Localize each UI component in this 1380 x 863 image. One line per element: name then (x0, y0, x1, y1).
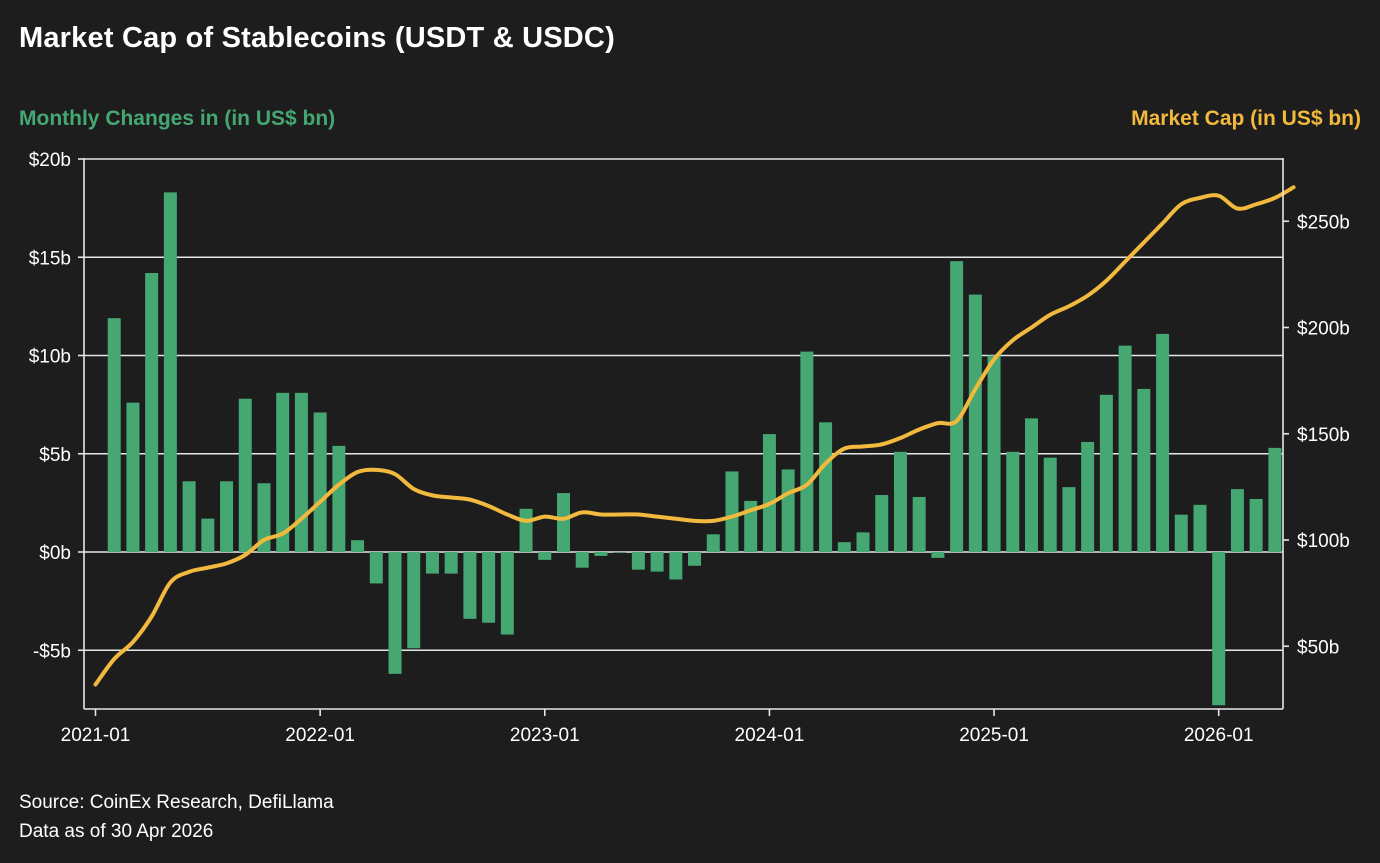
left-axis-label: Monthly Changes in (in US$ bn) (19, 107, 336, 130)
bar (688, 552, 702, 566)
bar (706, 534, 720, 552)
y-left-tick-label: $10b (29, 347, 71, 368)
bar (1174, 514, 1188, 552)
bar (1268, 447, 1282, 552)
axes: -$5b $0b $5b $10b $15b $20b $50b $100b $150b $200… (29, 150, 1350, 746)
bar (837, 542, 851, 552)
bar-series (107, 192, 1282, 706)
bar (163, 192, 177, 552)
y-left-tick-label: $5b (39, 445, 71, 466)
bar (482, 552, 496, 623)
bar (950, 261, 964, 552)
y-left-tick-label: $15b (29, 248, 71, 269)
x-tick-label: 2023-01 (510, 725, 580, 746)
bar (631, 552, 645, 570)
chart-title: Market Cap of Stablecoins (USDT & USDC) (19, 22, 615, 54)
x-tick-label: 2021-01 (61, 725, 131, 746)
bar (744, 500, 758, 552)
bar (313, 412, 327, 552)
bar (276, 392, 290, 552)
bar (931, 552, 945, 558)
bar (1249, 498, 1263, 552)
bar (182, 481, 196, 552)
bar (762, 434, 776, 552)
bar (220, 481, 234, 552)
y-right-tick-label: $200b (1297, 319, 1350, 340)
x-tick-label: 2024-01 (735, 725, 805, 746)
bar (519, 508, 533, 552)
bar (1081, 441, 1095, 552)
bar (351, 540, 365, 552)
bar (1212, 552, 1226, 706)
bar (968, 294, 982, 552)
y-right-tick-label: $50b (1297, 637, 1339, 658)
bar (557, 493, 570, 552)
right-axis-label: Market Cap (in US$ bn) (1131, 107, 1361, 130)
bar (893, 451, 907, 552)
bar (126, 402, 140, 552)
bar (444, 552, 458, 574)
bar (1137, 388, 1151, 552)
bar (369, 552, 383, 584)
bar (781, 469, 795, 552)
y-right-tick-label: $100b (1297, 531, 1350, 552)
bar (575, 552, 589, 568)
data-date-text: Data as of 30 Apr 2026 (19, 821, 214, 842)
bar (107, 318, 121, 552)
line-series (93, 185, 1296, 687)
source-text: Source: CoinEx Research, DefiLlama (19, 792, 334, 813)
source-note: Source: CoinEx Research, DefiLlama Data … (19, 788, 334, 846)
bar (613, 552, 627, 553)
bar (1006, 451, 1020, 552)
bar (725, 471, 739, 552)
y-left-tick-label: $0b (39, 543, 71, 564)
bar (650, 552, 664, 572)
x-tick-label: 2026-01 (1184, 725, 1254, 746)
bar (912, 496, 926, 552)
y-left-tick-label: -$5b (33, 641, 71, 662)
x-tick-label: 2022-01 (285, 725, 355, 746)
x-tick-label: 2025-01 (959, 725, 1029, 746)
bar (1043, 457, 1057, 552)
bar (1025, 418, 1038, 552)
bar (1156, 333, 1170, 552)
bar (463, 552, 477, 619)
bar (856, 532, 870, 552)
bar (875, 495, 889, 552)
bar (145, 272, 159, 552)
y-right-tick-label: $250b (1297, 212, 1350, 233)
bar (332, 445, 346, 552)
y-right-tick-label: $150b (1297, 425, 1350, 446)
bar (1230, 489, 1244, 552)
bar (987, 355, 1001, 552)
y-left-tick-label: $20b (29, 150, 71, 171)
bar (201, 518, 215, 552)
bar (407, 552, 421, 649)
market-cap-line (93, 185, 1296, 687)
bar (257, 483, 271, 552)
bar (238, 398, 252, 552)
bar (1118, 345, 1132, 552)
bar (800, 351, 814, 552)
bar (500, 552, 514, 635)
bar (819, 422, 833, 552)
bar (669, 552, 683, 580)
bar (1062, 487, 1076, 552)
bar (594, 552, 608, 556)
bar (538, 552, 552, 560)
bar (425, 552, 439, 574)
bar (1099, 394, 1113, 552)
bar (1193, 504, 1207, 552)
bar (294, 392, 308, 552)
bar (388, 552, 402, 674)
